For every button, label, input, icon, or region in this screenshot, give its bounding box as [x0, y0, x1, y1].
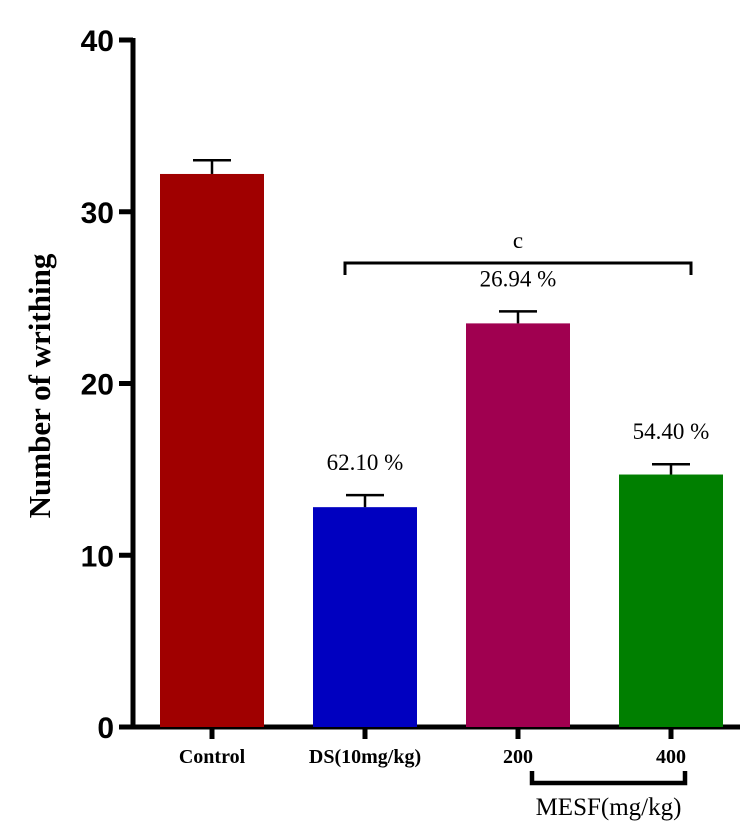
bar — [160, 173, 264, 728]
bar — [466, 323, 570, 727]
bar — [619, 474, 723, 727]
y-axis-label: Number of writhing — [22, 253, 57, 518]
group-label: MESF(mg/kg) — [536, 794, 682, 821]
x-tick-label: 400 — [656, 746, 686, 768]
y-tick-label: 20 — [81, 369, 114, 402]
x-tick-label: Control — [179, 746, 246, 768]
percent-inhibition-label: 54.40 % — [633, 419, 710, 444]
bars — [160, 173, 723, 728]
error-bar — [652, 462, 690, 475]
percent-inhibition-label: 62.10 % — [327, 450, 404, 475]
percent-inhibition-label: 26.94 % — [480, 266, 557, 291]
error-bars — [193, 158, 690, 508]
y-tick-label: 10 — [81, 540, 114, 573]
labels: Control DS(10mg/kg) 62.10 % 200 26.94 % 400 54… — [179, 228, 709, 821]
y-tick-label: 30 — [81, 197, 114, 230]
error-bar — [193, 158, 231, 174]
y-tick-label: 40 — [81, 25, 114, 58]
y-tick-label: 0 — [97, 712, 114, 745]
significance-bracket — [343, 261, 693, 275]
error-bar — [499, 310, 537, 324]
x-tick-label: DS(10mg/kg) — [309, 746, 421, 768]
group-bracket — [529, 771, 688, 786]
significance-letter: c — [513, 228, 523, 253]
bar — [313, 507, 417, 727]
error-bar — [346, 493, 384, 508]
x-tick-label: 200 — [503, 746, 533, 768]
